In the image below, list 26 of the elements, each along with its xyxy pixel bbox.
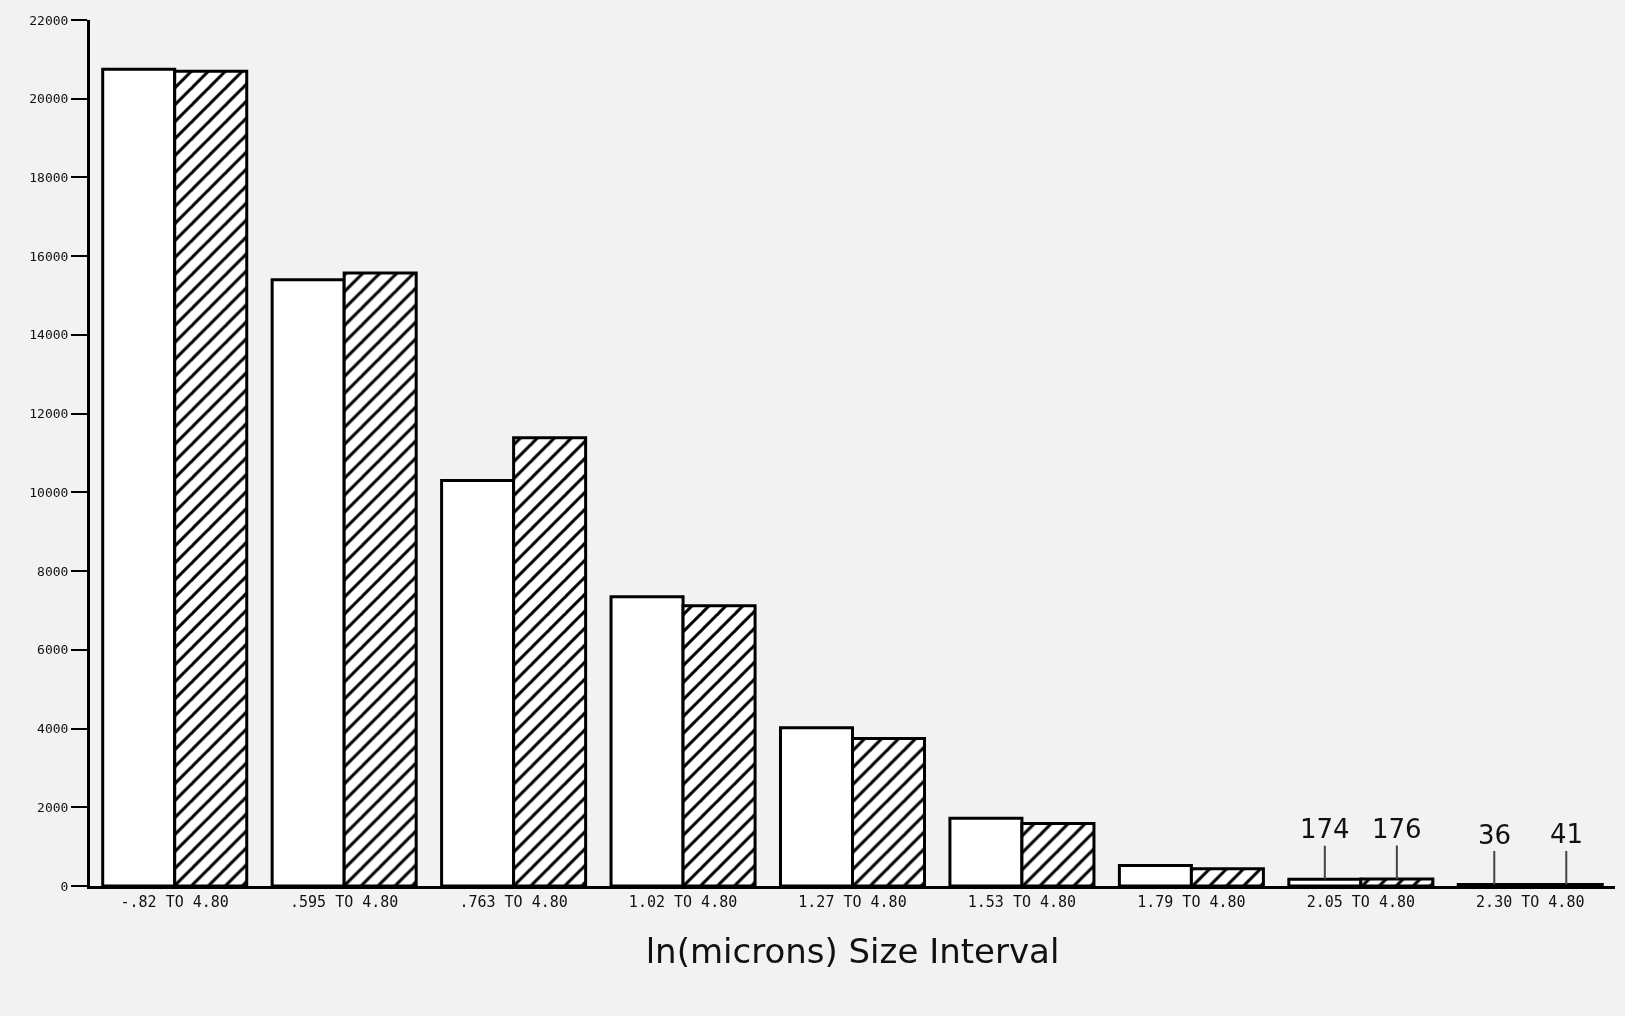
data-label: 174 — [1300, 814, 1350, 844]
y-tick-label: 16000 — [29, 248, 69, 264]
y-tick-label: 6000 — [37, 642, 69, 658]
x-tick-label: 1.02 TO 4.80 — [628, 893, 738, 911]
x-tick-label: 2.05 TO 4.80 — [1306, 893, 1416, 911]
y-tick-label: 18000 — [29, 170, 69, 185]
x-tick-label: .763 TO 4.80 — [459, 893, 568, 911]
y-tick-label: 12000 — [29, 406, 69, 422]
x-tick-label: 1.53 TO 4.80 — [967, 893, 1077, 911]
data-label: 41 — [1550, 819, 1584, 849]
y-tick-label: 8000 — [37, 563, 69, 579]
y-tick-label: 4000 — [37, 721, 69, 737]
y-tick-label: 0 — [60, 878, 69, 894]
x-tick-label: 1.27 TO 4.80 — [798, 893, 907, 911]
y-tick-label: 14000 — [29, 327, 69, 343]
x-tick-label: 2.30 TO 4.80 — [1476, 893, 1585, 911]
x-tick-label: 1.79 TO 4.80 — [1137, 893, 1246, 911]
x-axis-title: ln(microns) Size Interval — [645, 931, 1060, 972]
data-label: 176 — [1372, 814, 1422, 844]
data-label: 36 — [1478, 820, 1512, 850]
y-tick-label: 22000 — [29, 12, 69, 28]
x-tick-label: -.82 TO 4.80 — [120, 893, 229, 911]
y-tick-label: 20000 — [29, 91, 69, 107]
y-tick-label: 10000 — [29, 484, 69, 500]
x-tick-label: .595 TO 4.80 — [289, 893, 399, 911]
y-tick-label: 2000 — [37, 799, 69, 815]
